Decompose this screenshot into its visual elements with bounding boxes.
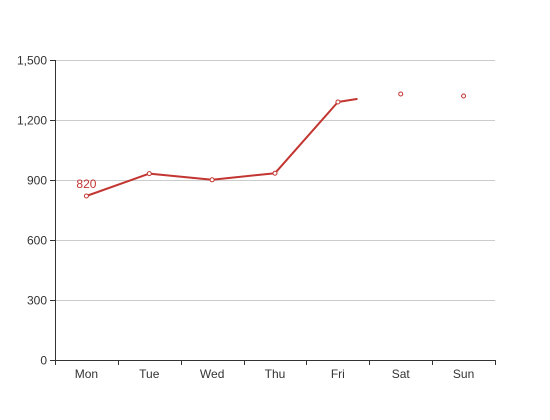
axes [50, 60, 496, 365]
x-tick-label-fri: Fri [331, 367, 345, 381]
y-tick-label-1500: 1,500 [17, 54, 47, 68]
data-point-sun[interactable] [461, 93, 467, 99]
data-points[interactable] [83, 91, 467, 199]
y-tick-label-300: 300 [27, 294, 47, 308]
grid-lines [55, 60, 495, 301]
series-0-line [85, 98, 358, 197]
x-axis-tick-labels: Mon Tue Wed Thu Fri Sat Sun [75, 367, 474, 381]
y-tick-label-900: 900 [27, 174, 47, 188]
data-point-thu[interactable] [272, 170, 278, 176]
data-point-sat[interactable] [398, 91, 404, 97]
y-axis-tick-labels: 0 300 600 900 1,200 1,500 [17, 54, 47, 368]
x-tick-label-tue: Tue [139, 367, 160, 381]
x-tick-label-wed: Wed [200, 367, 224, 381]
y-tick-label-600: 600 [27, 234, 47, 248]
y-tick-label-1200: 1,200 [17, 114, 47, 128]
data-point-mon[interactable] [83, 193, 89, 199]
data-point-fri[interactable] [335, 99, 341, 105]
x-tick-label-thu: Thu [265, 367, 286, 381]
data-labels: 820 [76, 177, 96, 191]
data-point-tue[interactable] [146, 171, 152, 177]
series-line [85, 98, 358, 197]
data-label-mon: 820 [76, 177, 96, 191]
data-point-wed[interactable] [209, 177, 215, 183]
y-tick-label-0: 0 [40, 354, 47, 368]
x-tick-label-mon: Mon [75, 367, 98, 381]
x-tick-label-sat: Sat [392, 367, 411, 381]
x-tick-label-sun: Sun [453, 367, 474, 381]
